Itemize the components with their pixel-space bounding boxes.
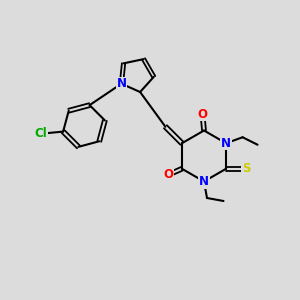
- Text: S: S: [242, 162, 250, 175]
- Text: N: N: [221, 137, 231, 150]
- Text: Cl: Cl: [34, 127, 47, 140]
- Text: N: N: [116, 77, 126, 90]
- Text: N: N: [199, 175, 209, 188]
- Text: O: O: [197, 107, 208, 121]
- Text: O: O: [164, 168, 173, 181]
